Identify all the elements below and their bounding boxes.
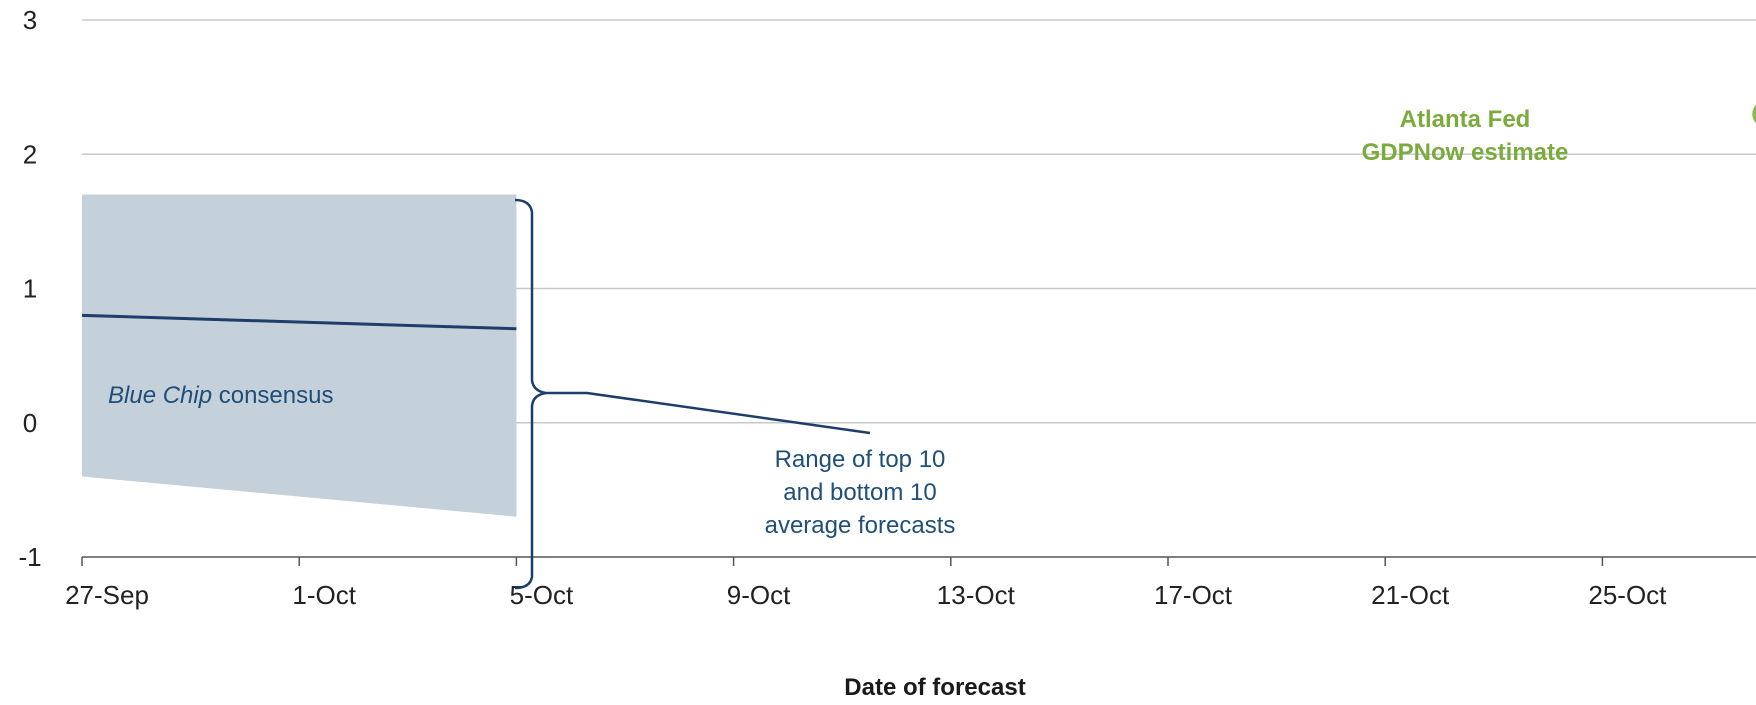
gdpnow-label-line: Atlanta Fed — [1400, 106, 1531, 133]
y-axis-tick-labels: 3 2 1 0 -1 — [18, 5, 41, 572]
x-tick-label: 13-Oct — [937, 580, 1016, 610]
gdpnow-label-line: GDPNow estimate — [1362, 139, 1569, 166]
y-tick-label: -1 — [18, 542, 41, 572]
y-tick-label: 0 — [23, 408, 37, 438]
x-axis: 27-Sep 1-Oct 5-Oct 9-Oct 13-Oct 17-Oct 21-Oct 2… — [65, 556, 1756, 610]
series — [81, 104, 1756, 331]
y-tick-label: 3 — [23, 5, 37, 35]
consensus-label-rest: consensus — [212, 382, 333, 409]
annotations: Blue Chip consensus Range of top 10 and bo… — [108, 106, 1569, 590]
x-tick-label: 1-Oct — [292, 580, 356, 610]
y-tick-label: 1 — [23, 274, 37, 304]
range-band — [82, 194, 517, 517]
x-axis-label: Date of forecast — [844, 674, 1025, 701]
consensus-label-italic: Blue Chip — [108, 382, 212, 409]
range-label-line: Range of top 10 — [775, 446, 946, 473]
gdpnow-point — [1752, 104, 1756, 124]
consensus-line — [81, 313, 517, 331]
range-bracket — [514, 198, 547, 590]
consensus-label: Blue Chip consensus — [108, 382, 333, 409]
x-tick-label: 25-Oct — [1588, 580, 1667, 610]
x-tick-label: 17-Oct — [1154, 580, 1233, 610]
x-tick-label: 5-Oct — [510, 580, 574, 610]
range-label-line: average forecasts — [765, 512, 956, 539]
forecast-range-band — [82, 194, 517, 517]
range-label-line: and bottom 10 — [783, 479, 936, 506]
x-tick-label: 27-Sep — [65, 580, 149, 610]
x-tick-label: 21-Oct — [1371, 580, 1450, 610]
y-tick-label: 2 — [23, 139, 37, 169]
range-leader-line — [546, 391, 871, 435]
x-tick-label: 9-Oct — [727, 580, 791, 610]
